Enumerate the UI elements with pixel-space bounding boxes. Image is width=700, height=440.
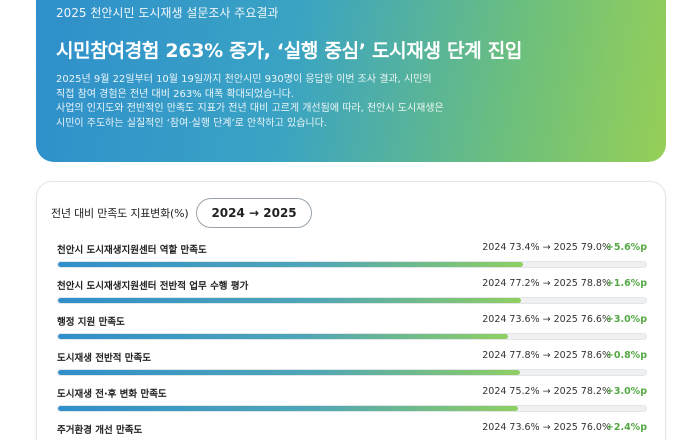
metric-progress-track <box>57 333 647 340</box>
metric-delta: +5.6%p <box>605 242 647 253</box>
metric-label: 도시재생 전·후 변화 만족도 <box>57 389 167 400</box>
metric-delta: +0.8%p <box>605 350 647 361</box>
metric-row-admin-support: 행정 지원 만족도 2024 73.6% → 2025 76.6% +3.0%p <box>57 314 647 344</box>
metric-row-center-performance: 천안시 도시재생지원센터 전반적 업무 수행 평가 2024 77.2% → 2… <box>57 278 647 308</box>
metric-progress-fill <box>58 370 521 375</box>
summary-hero-banner: 2025 천안시민 도시재생 설문조사 주요결과 시민참여경험 263% 증가,… <box>36 0 666 162</box>
metric-progress-fill <box>58 262 523 267</box>
metric-values: 2024 73.6% → 2025 76.0% <box>482 422 611 433</box>
metric-label: 천안시 도시재생지원센터 전반적 업무 수행 평가 <box>57 281 249 292</box>
metric-label: 행정 지원 만족도 <box>57 317 125 328</box>
metric-row-center-role: 천안시 도시재생지원센터 역할 만족도 2024 73.4% → 2025 79… <box>57 242 647 272</box>
card-title: 전년 대비 만족도 지표변화(%) <box>51 207 189 220</box>
hero-eyebrow: 2025 천안시민 도시재생 설문조사 주요결과 <box>56 6 279 20</box>
metric-row-before-after: 도시재생 전·후 변화 만족도 2024 75.2% → 2025 78.2% … <box>57 386 647 416</box>
metric-progress-fill <box>58 334 509 339</box>
metric-label: 주거환경 개선 만족도 <box>57 425 143 436</box>
metric-progress-track <box>57 405 647 412</box>
metric-label: 천안시 도시재생지원센터 역할 만족도 <box>57 245 207 256</box>
metric-row-housing: 주거환경 개선 만족도 2024 73.6% → 2025 76.0% +2.4… <box>57 422 647 440</box>
metric-progress-fill <box>58 406 518 411</box>
metric-values: 2024 75.2% → 2025 78.2% <box>482 386 611 397</box>
metric-values: 2024 73.6% → 2025 76.6% <box>482 314 611 325</box>
satisfaction-change-card: 전년 대비 만족도 지표변화(%) 2024 → 2025 천안시 도시재생지원… <box>36 181 666 440</box>
hero-body-line: 사업의 인지도와 전반적인 만족도 지표가 전년 대비 고르게 개선됨에 따라,… <box>56 103 444 114</box>
metric-progress-track <box>57 297 647 304</box>
hero-headline: 시민참여경험 263% 증가, ‘실행 중심’ 도시재생 단계 진입 <box>56 40 523 62</box>
metric-values: 2024 77.8% → 2025 78.6% <box>482 350 611 361</box>
metric-delta: +2.4%p <box>605 422 647 433</box>
metric-values: 2024 77.2% → 2025 78.8% <box>482 278 611 289</box>
card-header: 전년 대비 만족도 지표변화(%) 2024 → 2025 <box>51 198 312 228</box>
metric-delta: +3.0%p <box>605 386 647 397</box>
hero-body-line: 직접 참여 경험은 전년 대비 263% 대폭 확대되었습니다. <box>56 88 295 100</box>
metric-progress-track <box>57 369 647 376</box>
hero-body-line: 시민이 주도하는 실질적인 ‘참여·실행 단계’로 안착하고 있습니다. <box>56 117 327 129</box>
hero-body: 2025년 9월 22일부터 10월 19일까지 천안시민 930명이 응답한 … <box>56 73 644 131</box>
metric-delta: +3.0%p <box>605 314 647 325</box>
metric-progress-track <box>57 261 647 268</box>
metric-row-overall: 도시재생 전반적 만족도 2024 77.8% → 2025 78.6% +0.… <box>57 350 647 380</box>
metric-values: 2024 73.4% → 2025 79.0% <box>482 242 611 253</box>
year-comparison-pill: 2024 → 2025 <box>196 198 312 228</box>
metric-label: 도시재생 전반적 만족도 <box>57 353 152 364</box>
metric-progress-fill <box>58 298 522 303</box>
hero-body-line: 2025년 9월 22일부터 10월 19일까지 천안시민 930명이 응답한 … <box>56 74 432 85</box>
metric-delta: +1.6%p <box>605 278 647 289</box>
